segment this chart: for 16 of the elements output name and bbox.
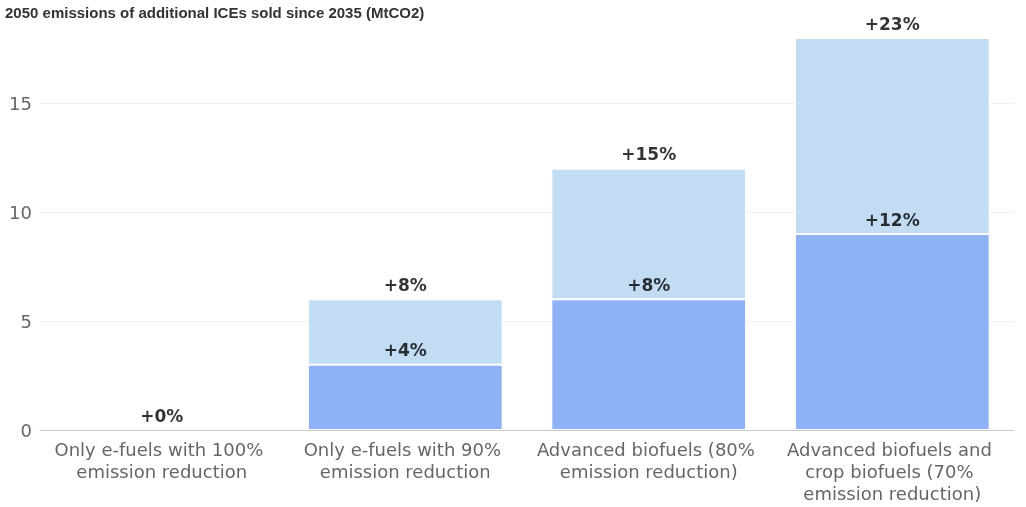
x-tick-label: Only e-fuels with 90% emission reduction	[303, 438, 507, 482]
chart-title: 2050 emissions of additional ICEs sold since 2035 (MtCO2)	[5, 4, 425, 21]
annotation: +4%	[383, 340, 427, 361]
y-tick-label: 10	[9, 201, 32, 223]
annotation: +12%	[864, 209, 920, 230]
annotation: +8%	[627, 274, 671, 295]
y-tick-label: 5	[20, 310, 32, 332]
annotation: +23%	[864, 13, 920, 34]
y-tick-label: 0	[20, 419, 32, 441]
x-tick-label: Only e-fuels with 100% emission reduction	[54, 438, 270, 482]
y-tick-label: 15	[9, 92, 32, 114]
x-tick-label: Advanced biofuels and crop biofuels (70% emission reduction)	[786, 438, 998, 504]
annotation: +0%	[140, 405, 184, 426]
annotation: +8%	[383, 274, 427, 295]
x-tick-label: Advanced biofuels (80% emission reduction)	[536, 438, 761, 482]
annotation: +15%	[621, 144, 677, 165]
